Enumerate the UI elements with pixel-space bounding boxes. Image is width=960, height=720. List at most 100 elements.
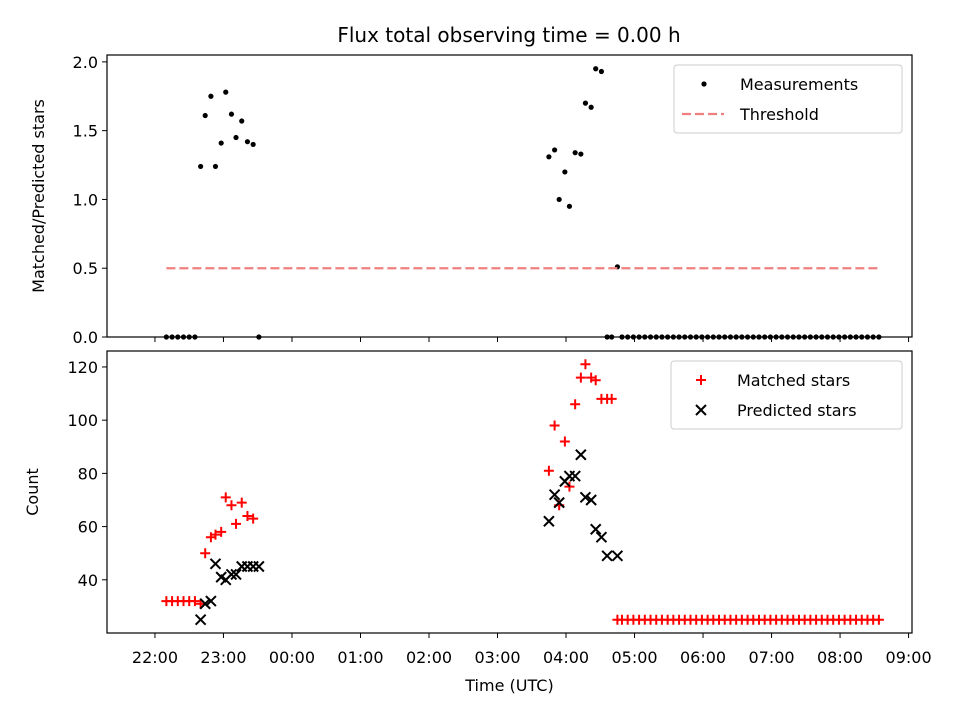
data-point bbox=[226, 500, 237, 511]
data-point bbox=[562, 169, 568, 175]
data-point bbox=[239, 118, 245, 124]
legend-label: Measurements bbox=[740, 75, 858, 94]
y-tick-label: 2.0 bbox=[73, 53, 98, 72]
x-tick-label: 08:00 bbox=[817, 648, 863, 667]
data-point bbox=[588, 104, 594, 110]
data-point bbox=[220, 492, 231, 503]
x-tick-label: 01:00 bbox=[337, 648, 383, 667]
legend: Measurements Threshold bbox=[673, 64, 903, 134]
data-point bbox=[546, 154, 552, 160]
x-tick-label: 07:00 bbox=[748, 648, 794, 667]
data-point bbox=[209, 558, 222, 570]
data-point bbox=[549, 420, 560, 431]
data-point bbox=[575, 372, 586, 383]
data-point bbox=[189, 596, 200, 607]
y-tick-label: 120 bbox=[67, 358, 98, 377]
x-tick-label: 00:00 bbox=[269, 648, 315, 667]
data-point bbox=[205, 595, 217, 607]
x-tick-label: 05:00 bbox=[611, 648, 657, 667]
data-point bbox=[225, 568, 238, 581]
data-point bbox=[572, 150, 578, 156]
data-point bbox=[548, 488, 561, 501]
series-predicted-stars bbox=[194, 449, 624, 626]
data-point bbox=[579, 491, 592, 504]
data-point bbox=[582, 100, 589, 106]
top-panel: 0.0 0.5 1.0 1.5 2.0 Matched/Predicted stars Me… bbox=[29, 53, 913, 347]
x-tick-label: 02:00 bbox=[406, 648, 452, 667]
data-point bbox=[210, 529, 221, 540]
data-point bbox=[248, 513, 259, 524]
data-point bbox=[236, 497, 247, 508]
data-point bbox=[253, 560, 265, 573]
data-point bbox=[202, 112, 208, 119]
data-point bbox=[208, 93, 214, 99]
data-point bbox=[553, 496, 565, 509]
y-tick-label: 0.0 bbox=[73, 328, 98, 347]
data-point bbox=[593, 66, 599, 72]
data-point bbox=[194, 613, 207, 626]
y-tick-label: 1.5 bbox=[73, 122, 98, 141]
data-point bbox=[231, 518, 242, 529]
data-point bbox=[585, 494, 597, 506]
y-tick-label: 80 bbox=[78, 464, 98, 483]
data-point bbox=[199, 598, 211, 610]
data-point bbox=[590, 523, 602, 535]
data-point bbox=[578, 151, 584, 157]
y-tick-label: 60 bbox=[78, 518, 98, 537]
series-matched-stars bbox=[161, 359, 884, 625]
data-point bbox=[575, 449, 587, 461]
x-tick-label: 23:00 bbox=[200, 648, 246, 667]
x-axis-label: Time (UTC) bbox=[464, 676, 553, 695]
y-axis-label: Matched/Predicted stars bbox=[29, 99, 48, 293]
data-point bbox=[590, 375, 601, 386]
legend-box bbox=[670, 360, 903, 430]
data-point bbox=[233, 134, 239, 141]
axes-frame bbox=[106, 54, 913, 338]
legend-label: Threshold bbox=[739, 105, 819, 124]
bottom-panel: 40 60 80 100 120 22:00 23:00 00:00 01:00 02:00 03:… bbox=[23, 350, 932, 695]
y-tick-label: 40 bbox=[78, 571, 98, 590]
data-point bbox=[601, 550, 613, 562]
data-point bbox=[873, 614, 884, 625]
data-point bbox=[218, 140, 224, 146]
data-point bbox=[200, 548, 211, 559]
legend-marker bbox=[701, 81, 707, 87]
data-point bbox=[230, 568, 242, 581]
data-point bbox=[223, 89, 229, 95]
data-point bbox=[580, 359, 591, 370]
data-point bbox=[606, 393, 617, 404]
x-tick-label: 09:00 bbox=[886, 648, 932, 667]
x-tick-label: 04:00 bbox=[543, 648, 589, 667]
legend-box bbox=[673, 64, 903, 134]
x-tick-label: 06:00 bbox=[680, 648, 726, 667]
legend-label: Matched stars bbox=[737, 371, 850, 390]
data-point bbox=[242, 510, 253, 521]
data-point bbox=[595, 531, 608, 543]
data-point bbox=[569, 470, 581, 482]
data-point bbox=[228, 111, 235, 117]
y-tick-label: 1.0 bbox=[73, 190, 98, 209]
legend-label: Predicted stars bbox=[737, 401, 857, 420]
data-point bbox=[212, 163, 219, 170]
data-point bbox=[611, 550, 624, 562]
data-point bbox=[250, 141, 256, 148]
data-point bbox=[570, 399, 581, 410]
legend: Matched stars Predicted stars bbox=[670, 360, 903, 430]
y-tick-label: 0.5 bbox=[73, 259, 98, 278]
data-point bbox=[552, 147, 558, 153]
y-tick-label: 100 bbox=[67, 411, 98, 430]
data-point bbox=[543, 465, 554, 476]
x-tick-label: 03:00 bbox=[474, 648, 520, 667]
data-point bbox=[598, 68, 605, 75]
axes-frame bbox=[106, 350, 913, 634]
data-point bbox=[556, 196, 562, 203]
figure-title: Flux total observing time = 0.00 h bbox=[337, 23, 680, 47]
data-point bbox=[216, 526, 227, 537]
x-tick-label: 22:00 bbox=[132, 648, 178, 667]
data-point bbox=[244, 139, 251, 145]
data-point bbox=[559, 436, 570, 447]
data-point bbox=[566, 203, 573, 209]
data-point bbox=[198, 163, 204, 170]
legend-marker bbox=[696, 375, 706, 385]
